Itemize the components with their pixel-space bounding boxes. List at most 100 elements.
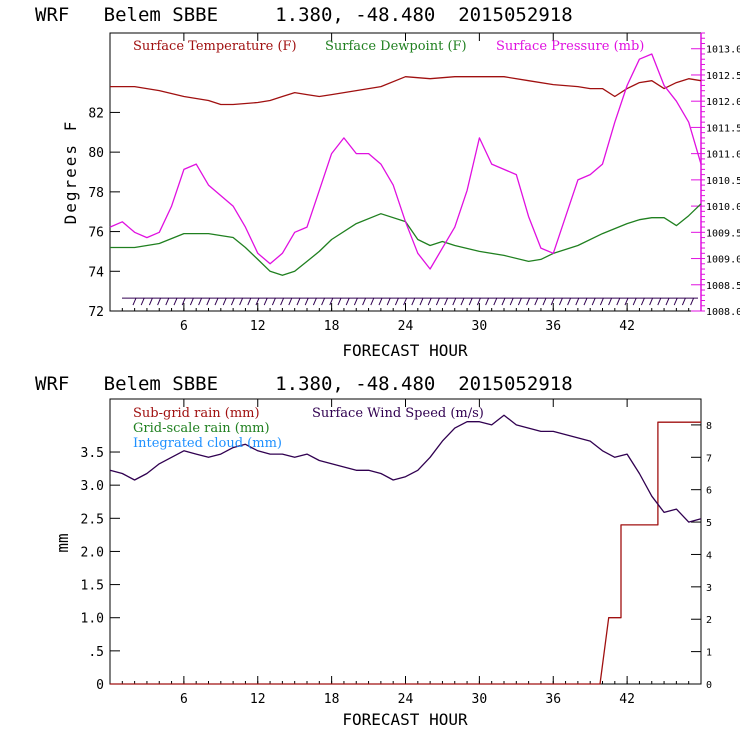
x-tick-label: 42 [619,692,635,707]
wind-barb [542,297,547,306]
wind-barb [321,297,326,306]
wind-barb [485,297,490,306]
wind-barb [304,297,309,306]
right-tick-label: 1008.5 [706,281,740,292]
wind-barb [370,297,375,306]
right-tick-label: 5 [706,518,712,529]
panel1-x-ticks: 6 12 18 24 30 36 42 [121,33,690,334]
wind-barb [148,297,153,306]
panel1-y-ticks: 72 74 76 78 80 82 [88,106,120,320]
y-tick-label: 80 [88,146,104,161]
wind-barb [509,297,514,306]
wind-barb [681,297,686,306]
x-tick-label: 12 [250,692,266,707]
wind-barb [452,297,457,306]
wind-barb [263,297,268,306]
panel2-y-ticks: 0 .5 1.0 1.5 2.0 2.5 3.0 3.5 [81,446,120,693]
wind-barbs [122,297,698,306]
y-tick-label: 78 [88,186,104,201]
wind-barb [280,297,285,306]
wind-barb [534,297,539,306]
right-tick-label: 1010.0 [706,202,740,213]
wind-barb [288,297,293,306]
wind-barb [157,297,162,306]
x-tick-label: 6 [180,319,188,334]
wind-barb [214,297,219,306]
x-tick-label: 18 [324,692,340,707]
wind-barb [255,297,260,306]
panel1-series [109,53,702,276]
wind-barb [353,297,358,306]
wind-barb [476,297,481,306]
wind-barb [558,297,563,306]
right-tick-label: 1009.0 [706,255,740,266]
legend-surface-temperature: Surface Temperature (F) [133,39,297,54]
wind-barb [616,297,621,306]
right-tick-label: 1013.0 [706,45,740,56]
wind-barb [345,297,350,306]
wind-barb [591,297,596,306]
right-tick-label: 6 [706,486,712,497]
x-tick-label: 30 [472,319,488,334]
wind-barb [337,297,342,306]
wind-barb [132,297,137,306]
wind-barb [444,297,449,306]
right-tick-label: 1011.5 [706,123,740,134]
x-tick-label: 42 [619,319,635,334]
right-tick-label: 8 [706,421,712,432]
panel1-y-label: Degrees F [61,120,80,225]
wind-barb [394,297,399,306]
wind-barb [435,297,440,306]
right-tick-label: 3 [706,583,712,594]
panel2-title: WRF Belem SBBE 1.380, -48.480 2015052918 [35,373,573,395]
wind-barb [181,297,186,306]
temperature-pressure-panel: WRF Belem SBBE 1.380, -48.480 2015052918… [35,4,740,360]
wind-barb [673,297,678,306]
wind-barb [575,297,580,306]
wind-barb [329,297,334,306]
x-tick-label: 30 [472,692,488,707]
right-tick-label: 1012.5 [706,71,740,82]
wind-barb [493,297,498,306]
right-tick-label: 2 [706,615,712,626]
right-tick-label: 4 [706,550,712,561]
panel1-frame [109,32,702,312]
wind-barb [640,297,645,306]
wind-barb [271,297,276,306]
y-tick-label: 74 [88,265,104,280]
series-line-0 [110,421,701,685]
rain-wind-panel: WRF Belem SBBE 1.380, -48.480 2015052918… [35,373,712,729]
wind-barb [649,297,654,306]
wind-barb [378,297,383,306]
y-tick-label: .5 [88,645,104,660]
x-tick-label: 36 [545,319,561,334]
wind-barb [222,297,227,306]
y-tick-label: 3.5 [81,446,104,461]
wind-barb [427,297,432,306]
x-tick-label: 36 [545,692,561,707]
wind-barb [173,297,178,306]
legend-surface-wind-speed: Surface Wind Speed (m/s) [312,406,484,421]
y-tick-label: 2.5 [81,512,104,527]
right-tick-label: 7 [706,453,712,464]
panel1-title: WRF Belem SBBE 1.380, -48.480 2015052918 [35,4,573,26]
series-line-2 [109,53,702,270]
x-tick-label: 24 [398,319,414,334]
wind-barb [362,297,367,306]
wind-barb [419,297,424,306]
legend-subgrid-rain: Sub-grid rain (mm) [133,406,260,421]
panel2-y-label: mm [53,533,72,552]
wind-barb [567,297,572,306]
series-line-0 [110,76,702,106]
wind-barb [501,297,506,306]
wind-barb [583,297,588,306]
legend-surface-pressure: Surface Pressure (mb) [496,39,644,54]
right-tick-label: 1008.0 [706,307,740,318]
wind-barb [403,297,408,306]
wind-barb [624,297,629,306]
wind-barb [411,297,416,306]
wind-barb [312,297,317,306]
x-tick-label: 18 [324,319,340,334]
legend-gridscale-rain: Grid-scale rain (mm) [133,421,270,436]
